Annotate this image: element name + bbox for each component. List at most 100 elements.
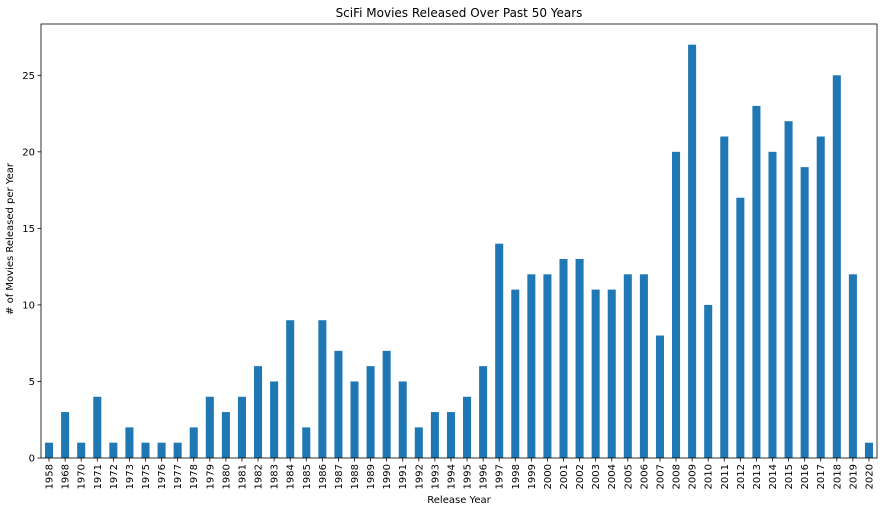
bar-1972 [109,442,118,458]
x-tick-label: 1992 [414,464,425,489]
x-tick-label: 1973 [125,464,136,489]
x-tick-label: 2005 [623,464,634,489]
x-tick-label: 2015 [784,464,795,489]
y-tick-label: 15 [22,224,35,235]
x-tick-label: 2007 [655,464,666,489]
bar-1968 [61,412,70,458]
y-tick-label: 10 [22,300,35,311]
bar-1997 [495,243,504,458]
y-tick-label: 20 [22,147,35,158]
bar-2007 [655,335,664,458]
x-tick-label: 1970 [77,464,88,489]
x-tick-label: 1982 [254,464,265,489]
bar-2005 [623,274,632,458]
bar-2012 [736,197,745,458]
x-tick-label: 1985 [302,464,313,489]
x-tick-label: 2009 [688,464,699,489]
bar-1983 [270,381,279,458]
bar-2015 [784,121,793,459]
bar-1988 [350,381,359,458]
x-tick-label: 1997 [495,464,506,489]
bar-1984 [286,320,295,458]
y-tick-label: 5 [29,377,35,388]
bar-1995 [463,396,472,458]
chart-title: SciFi Movies Released Over Past 50 Years [336,6,583,20]
x-tick-label: 1979 [205,464,216,489]
x-tick-label: 1978 [189,464,200,489]
bar-1999 [527,274,536,458]
x-tick-label: 2018 [832,464,843,489]
x-tick-label: 2004 [607,464,618,489]
bar-1990 [382,350,391,458]
x-tick-label: 1987 [334,464,345,489]
x-axis-ticks: 1958 1968 1970 1971 1972 1973 1975 1976 1977 1978… [45,458,875,489]
bar-1980 [221,412,230,458]
bar-1978 [189,427,198,458]
x-tick-label: 2020 [864,464,875,489]
x-tick-label: 1971 [93,464,104,489]
bar-1998 [511,289,520,458]
bar-1985 [302,427,311,458]
bar-2020 [864,442,873,458]
bar-2017 [816,136,825,458]
bar-1973 [125,427,134,458]
bar-1970 [77,442,86,458]
x-tick-label: 2001 [559,464,570,489]
bar-1986 [318,320,327,458]
bar-2008 [672,151,681,458]
plot-frame [40,23,878,459]
bar-2010 [704,304,713,458]
x-tick-label: 1968 [61,464,72,489]
bar-1976 [157,442,166,458]
x-tick-label: 1996 [479,464,490,489]
x-tick-label: 1986 [318,464,329,489]
y-tick-label: 0 [29,454,35,465]
x-tick-label: 2019 [848,464,859,489]
bar-1992 [414,427,423,458]
x-tick-label: 1988 [350,464,361,489]
bar-1996 [479,366,488,458]
x-tick-label: 1981 [237,464,248,489]
x-tick-label: 1998 [511,464,522,489]
x-tick-label: 2010 [704,464,715,489]
x-tick-label: 1999 [527,464,538,489]
bar-1993 [430,412,439,458]
x-tick-label: 1991 [398,464,409,489]
bar-1979 [205,396,214,458]
x-tick-label: 2006 [639,464,650,489]
y-tick-label: 25 [22,71,35,82]
x-tick-label: 1995 [463,464,474,489]
x-tick-label: 1972 [109,464,120,489]
bar-1977 [173,442,182,458]
x-tick-label: 2000 [543,464,554,489]
x-tick-label: 1994 [446,464,457,489]
bar-2016 [800,167,809,458]
bar-2000 [543,274,552,458]
bars-group [45,44,873,459]
x-tick-label: 1984 [286,464,297,489]
x-tick-label: 1977 [173,464,184,489]
x-tick-label: 1980 [221,464,232,489]
bar-1981 [237,396,246,458]
x-tick-label: 1975 [141,464,152,489]
y-axis-ticks: 0 5 10 15 20 25 [22,71,41,465]
bar-1975 [141,442,150,458]
x-tick-label: 1983 [270,464,281,489]
bar-2019 [848,274,857,458]
bar-1971 [93,396,102,458]
x-tick-label: 1976 [157,464,168,489]
y-axis-label: # of Movies Released per Year [5,162,16,315]
bar-1991 [398,381,407,458]
x-tick-label: 2016 [800,464,811,489]
bar-2006 [639,274,648,458]
bar-2018 [832,75,841,458]
x-tick-label: 2013 [752,464,763,489]
bar-2009 [688,44,697,459]
x-tick-label: 2003 [591,464,602,489]
x-tick-label: 2017 [816,464,827,489]
x-tick-label: 1990 [382,464,393,489]
bar-1958 [45,442,54,458]
bar-2004 [607,289,616,458]
x-tick-label: 1958 [45,464,56,489]
x-tick-label: 2012 [736,464,747,489]
